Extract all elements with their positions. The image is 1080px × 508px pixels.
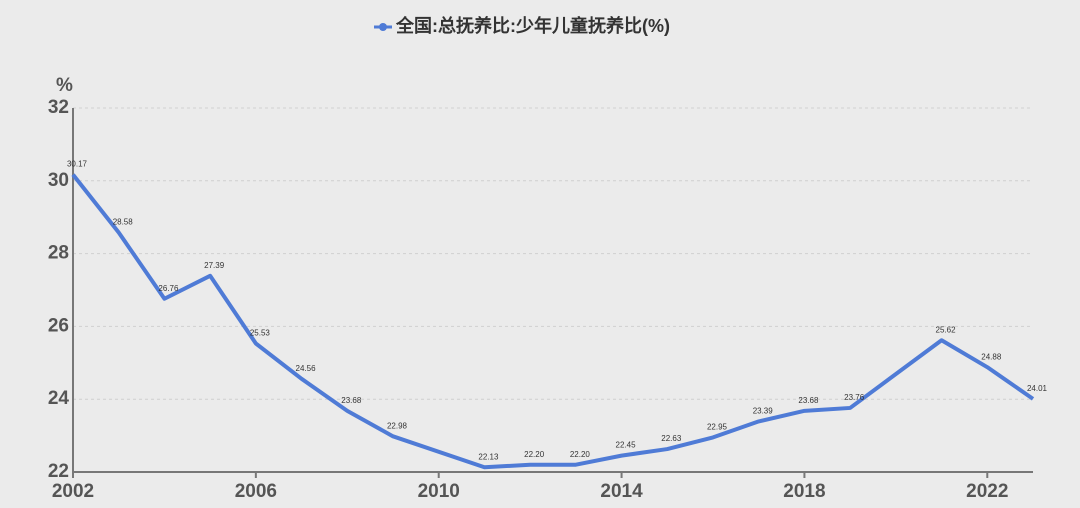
x-tick-label: 2018 [783,481,825,502]
value-label: 23.68 [798,396,819,405]
value-label: 23.39 [753,407,774,416]
value-label: 24.88 [981,352,1002,361]
y-axis-label: % [56,75,73,96]
x-tick-label: 2010 [418,481,460,502]
value-label: 25.53 [250,329,271,338]
y-tick-label: 30 [48,170,69,191]
value-label: 22.63 [661,434,682,443]
value-label: 22.45 [616,441,637,450]
value-label: 23.68 [341,396,362,405]
value-label: 27.39 [204,261,225,270]
value-label: 24.56 [296,364,317,373]
value-label: 30.17 [67,160,88,169]
value-label: 22.13 [478,452,499,461]
y-tick-label: 26 [48,315,69,336]
y-tick-label: 28 [48,243,69,264]
value-label: 22.20 [570,450,591,459]
value-label: 26.76 [158,284,179,293]
y-tick-label: 22 [48,461,69,482]
x-tick-label: 2022 [966,481,1008,502]
value-label: 25.62 [936,325,957,334]
x-tick-label: 2002 [52,481,94,502]
value-label: 28.58 [113,218,134,227]
y-tick-label: 32 [48,97,69,118]
data-line [71,173,1035,470]
value-label: 22.95 [707,423,728,432]
x-tick-label: 2014 [600,481,643,502]
legend-marker [379,23,387,31]
value-label: 22.20 [524,450,545,459]
value-label: 23.76 [844,393,865,402]
value-label: 22.98 [387,421,408,430]
y-tick-label: 24 [48,388,70,409]
legend-label: 全国:总抚养比:少年儿童抚养比(%) [395,15,670,36]
value-label: 24.01 [1027,384,1048,393]
x-tick-label: 2006 [235,481,277,502]
